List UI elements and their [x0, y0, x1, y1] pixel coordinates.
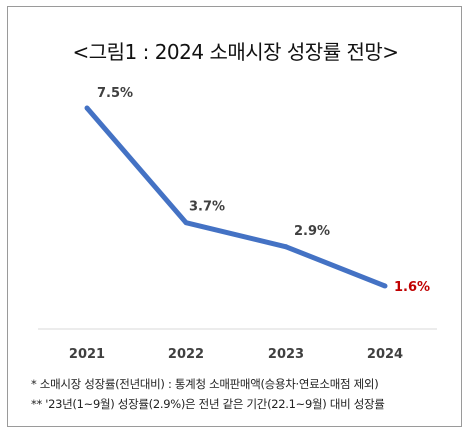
data-label-2023: 2.9%	[294, 224, 330, 239]
data-labels: 7.5% 3.7% 2.9% 1.6%	[97, 86, 430, 295]
x-tick-2022: 2022	[168, 347, 204, 362]
x-tick-2021: 2021	[69, 347, 105, 362]
x-axis-tick-labels: 2021 2022 2023 2024	[69, 347, 403, 362]
x-tick-2024: 2024	[367, 347, 403, 362]
data-point-2021	[84, 105, 90, 111]
chart-title: <그림1 : 2024 소매시장 성장률 전망>	[72, 40, 399, 64]
chart-frame	[7, 6, 462, 427]
footnote-2: ** '23년(1~9월) 성장률(2.9%)은 전년 같은 기간(22.1~9…	[31, 397, 385, 411]
data-label-2024: 1.6%	[394, 280, 430, 295]
x-tick-2023: 2023	[268, 347, 304, 362]
data-label-2022: 3.7%	[189, 200, 225, 215]
series-line	[85, 106, 386, 289]
footnote-1: * 소매시장 성장률(전년대비) : 통계청 소매판매액(승용차·연료소매점 제…	[31, 377, 379, 391]
data-label-2021: 7.5%	[97, 86, 133, 101]
footnotes: * 소매시장 성장률(전년대비) : 통계청 소매판매액(승용차·연료소매점 제…	[31, 374, 385, 414]
series-group	[84, 105, 388, 289]
data-point-2023	[283, 244, 289, 250]
data-point-2022	[183, 220, 189, 226]
data-point-2024	[382, 283, 388, 289]
